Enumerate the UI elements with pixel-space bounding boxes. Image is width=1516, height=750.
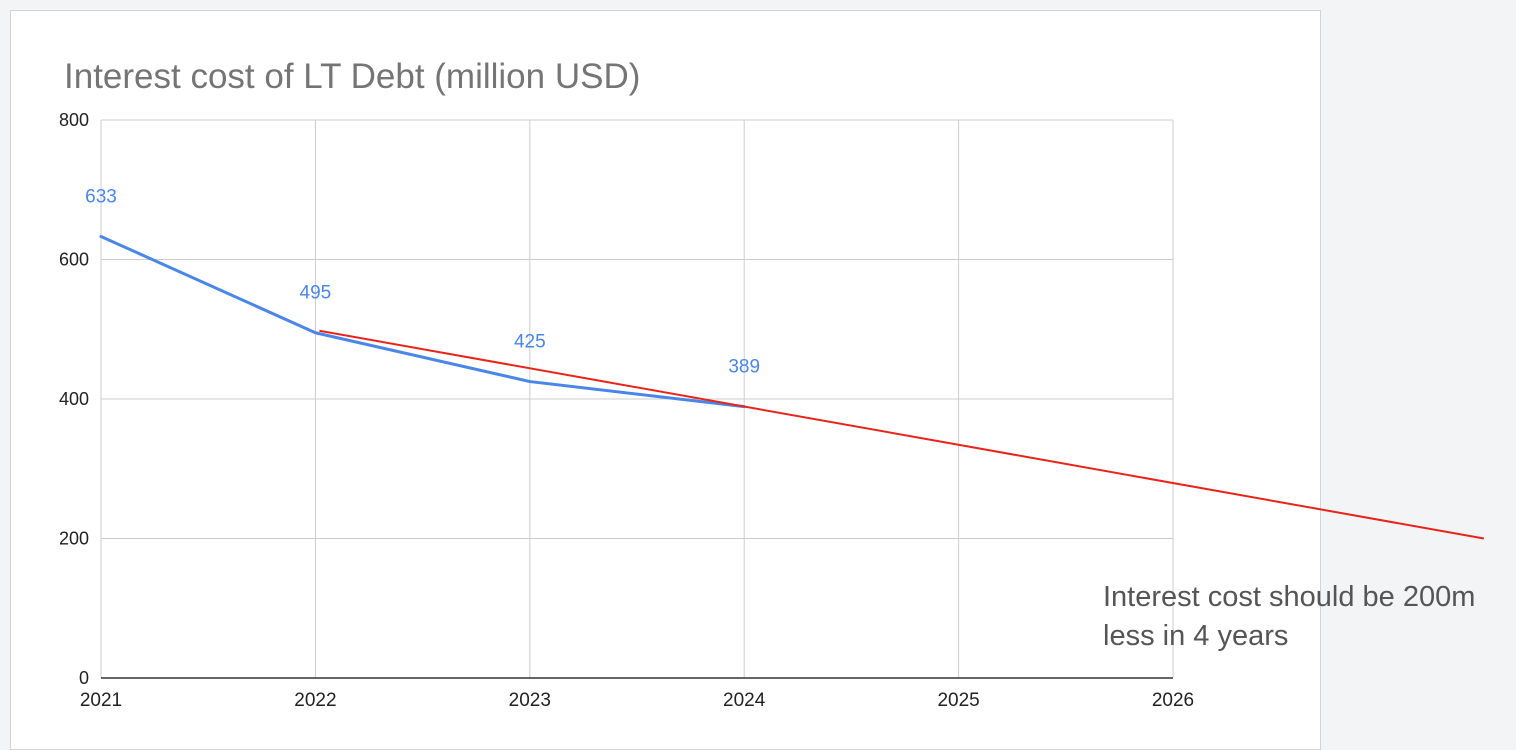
- annotation-line-1: Interest cost should be 200m: [1103, 578, 1516, 617]
- trend-line: [319, 331, 1483, 539]
- chart-annotation: Interest cost should be 200m less in 4 y…: [1103, 578, 1516, 656]
- y-tick-label-2: 400: [59, 389, 89, 409]
- series-line-0: [101, 236, 744, 406]
- data-label-2022: 495: [300, 283, 332, 304]
- x-tick-label-4: 2025: [937, 690, 979, 711]
- x-tick-label-5: 2026: [1152, 690, 1194, 711]
- data-label-2021: 633: [85, 186, 117, 207]
- x-tick-label-2: 2023: [509, 690, 551, 711]
- y-tick-label-0: 0: [79, 668, 89, 688]
- data-label-2024: 389: [728, 357, 760, 378]
- y-tick-label-4: 800: [59, 110, 89, 130]
- annotation-line-2: less in 4 years: [1103, 617, 1516, 656]
- data-label-2023: 425: [514, 332, 546, 353]
- y-tick-label-3: 600: [59, 250, 89, 270]
- x-tick-label-1: 2022: [294, 690, 336, 711]
- y-tick-label-1: 200: [59, 529, 89, 549]
- x-tick-label-0: 2021: [80, 690, 122, 711]
- x-tick-label-3: 2024: [723, 690, 766, 711]
